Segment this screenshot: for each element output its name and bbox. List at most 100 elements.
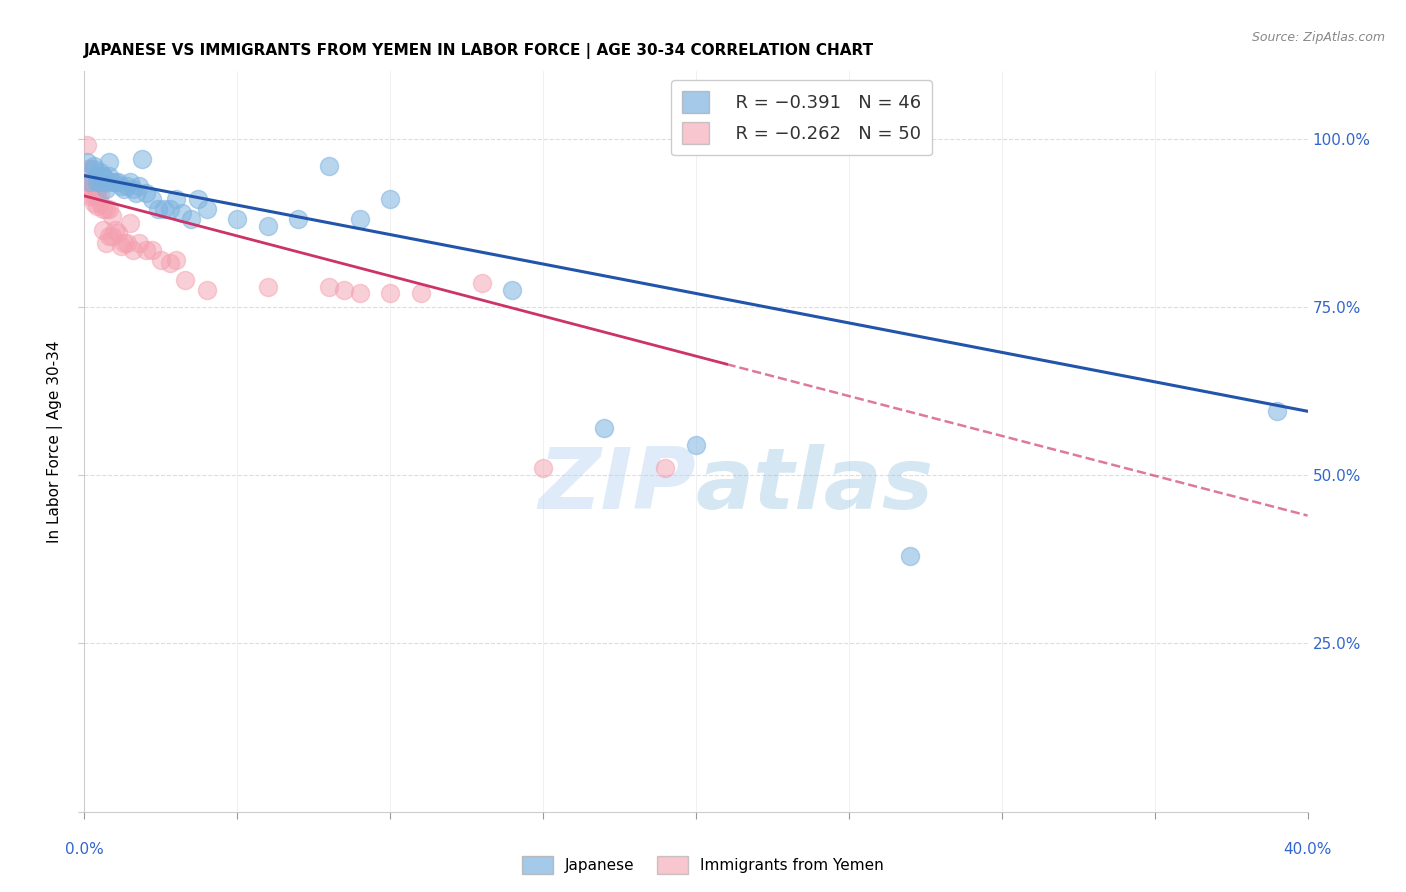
Point (131, 152, 153, 166)
Point (89, 186, 111, 200)
Point (79, 175, 101, 190)
Point (79, 175, 101, 190)
Point (101, 175, 124, 190)
Point (135, 186, 157, 200)
Point (94, 175, 117, 190)
Point (180, 212, 202, 227)
Point (86, 175, 108, 190)
Point (97, 169, 120, 183)
Point (1265, 404, 1288, 418)
Point (76, 175, 98, 190)
Point (104, 175, 127, 190)
Point (86, 182, 108, 196)
Point (165, 252, 187, 267)
Point (685, 438, 707, 452)
Point (91, 222, 114, 236)
Point (174, 273, 197, 287)
Point (120, 175, 142, 190)
Point (471, 277, 494, 291)
Point (153, 202, 176, 217)
Point (101, 209, 124, 223)
Point (122, 182, 145, 196)
Point (502, 283, 524, 297)
Point (86, 169, 108, 183)
Point (186, 192, 208, 206)
Legend:   R = −0.391   N = 46,   R = −0.262   N = 50: R = −0.391 N = 46, R = −0.262 N = 50 (671, 80, 932, 155)
Point (318, 279, 340, 293)
Y-axis label: In Labor Force | Age 30-34: In Labor Force | Age 30-34 (46, 340, 63, 543)
Point (257, 219, 280, 234)
Point (333, 283, 356, 297)
Point (380, 192, 402, 206)
Text: JAPANESE VS IMMIGRANTS FROM YEMEN IN LABOR FORCE | AGE 30-34 CORRELATION CHART: JAPANESE VS IMMIGRANTS FROM YEMEN IN LAB… (84, 43, 875, 59)
Point (120, 216, 142, 230)
Point (287, 212, 309, 227)
Point (110, 239, 132, 253)
Point (94, 202, 117, 217)
Point (135, 243, 157, 257)
Point (141, 243, 163, 257)
Point (83, 178, 105, 193)
Text: atlas: atlas (696, 444, 934, 527)
Point (97, 202, 120, 217)
Point (128, 235, 150, 250)
Point (110, 178, 132, 193)
Point (86, 189, 108, 203)
Point (94, 235, 117, 250)
Point (83, 195, 105, 210)
Point (257, 279, 280, 293)
Text: ZIP: ZIP (538, 444, 696, 527)
Point (318, 159, 340, 173)
Point (125, 186, 148, 200)
Point (380, 286, 402, 301)
Point (112, 235, 135, 250)
Point (165, 192, 187, 206)
Point (89, 175, 111, 190)
Point (226, 212, 249, 227)
Point (112, 182, 135, 196)
Point (149, 252, 172, 267)
Point (593, 421, 616, 435)
Point (101, 229, 124, 244)
Point (79, 182, 101, 196)
Point (91, 169, 114, 183)
Point (898, 549, 921, 563)
Point (159, 256, 181, 270)
Legend: Japanese, Immigrants from Yemen: Japanese, Immigrants from Yemen (516, 850, 890, 880)
Point (195, 283, 218, 297)
Point (654, 461, 676, 475)
Point (83, 159, 105, 173)
Point (94, 182, 117, 196)
Point (79, 161, 101, 176)
Point (159, 202, 181, 217)
Point (76, 138, 98, 153)
Point (79, 189, 101, 203)
Point (115, 235, 138, 250)
Point (349, 286, 371, 301)
Point (76, 161, 98, 176)
Point (89, 178, 111, 193)
Point (409, 286, 432, 301)
Point (107, 226, 129, 240)
Point (76, 182, 98, 196)
Text: 0.0%: 0.0% (65, 842, 104, 857)
Point (89, 165, 111, 179)
Point (122, 243, 145, 257)
Point (91, 169, 114, 183)
Point (76, 155, 98, 169)
Text: Source: ZipAtlas.com: Source: ZipAtlas.com (1251, 31, 1385, 45)
Point (104, 222, 127, 236)
Point (128, 178, 150, 193)
Point (83, 161, 105, 176)
Point (172, 205, 194, 219)
Point (83, 172, 105, 186)
Point (107, 175, 129, 190)
Point (97, 155, 120, 169)
Point (89, 195, 111, 210)
Point (146, 202, 169, 217)
Point (531, 461, 554, 475)
Point (141, 192, 163, 206)
Point (97, 229, 120, 244)
Point (115, 178, 138, 193)
Point (91, 202, 114, 217)
